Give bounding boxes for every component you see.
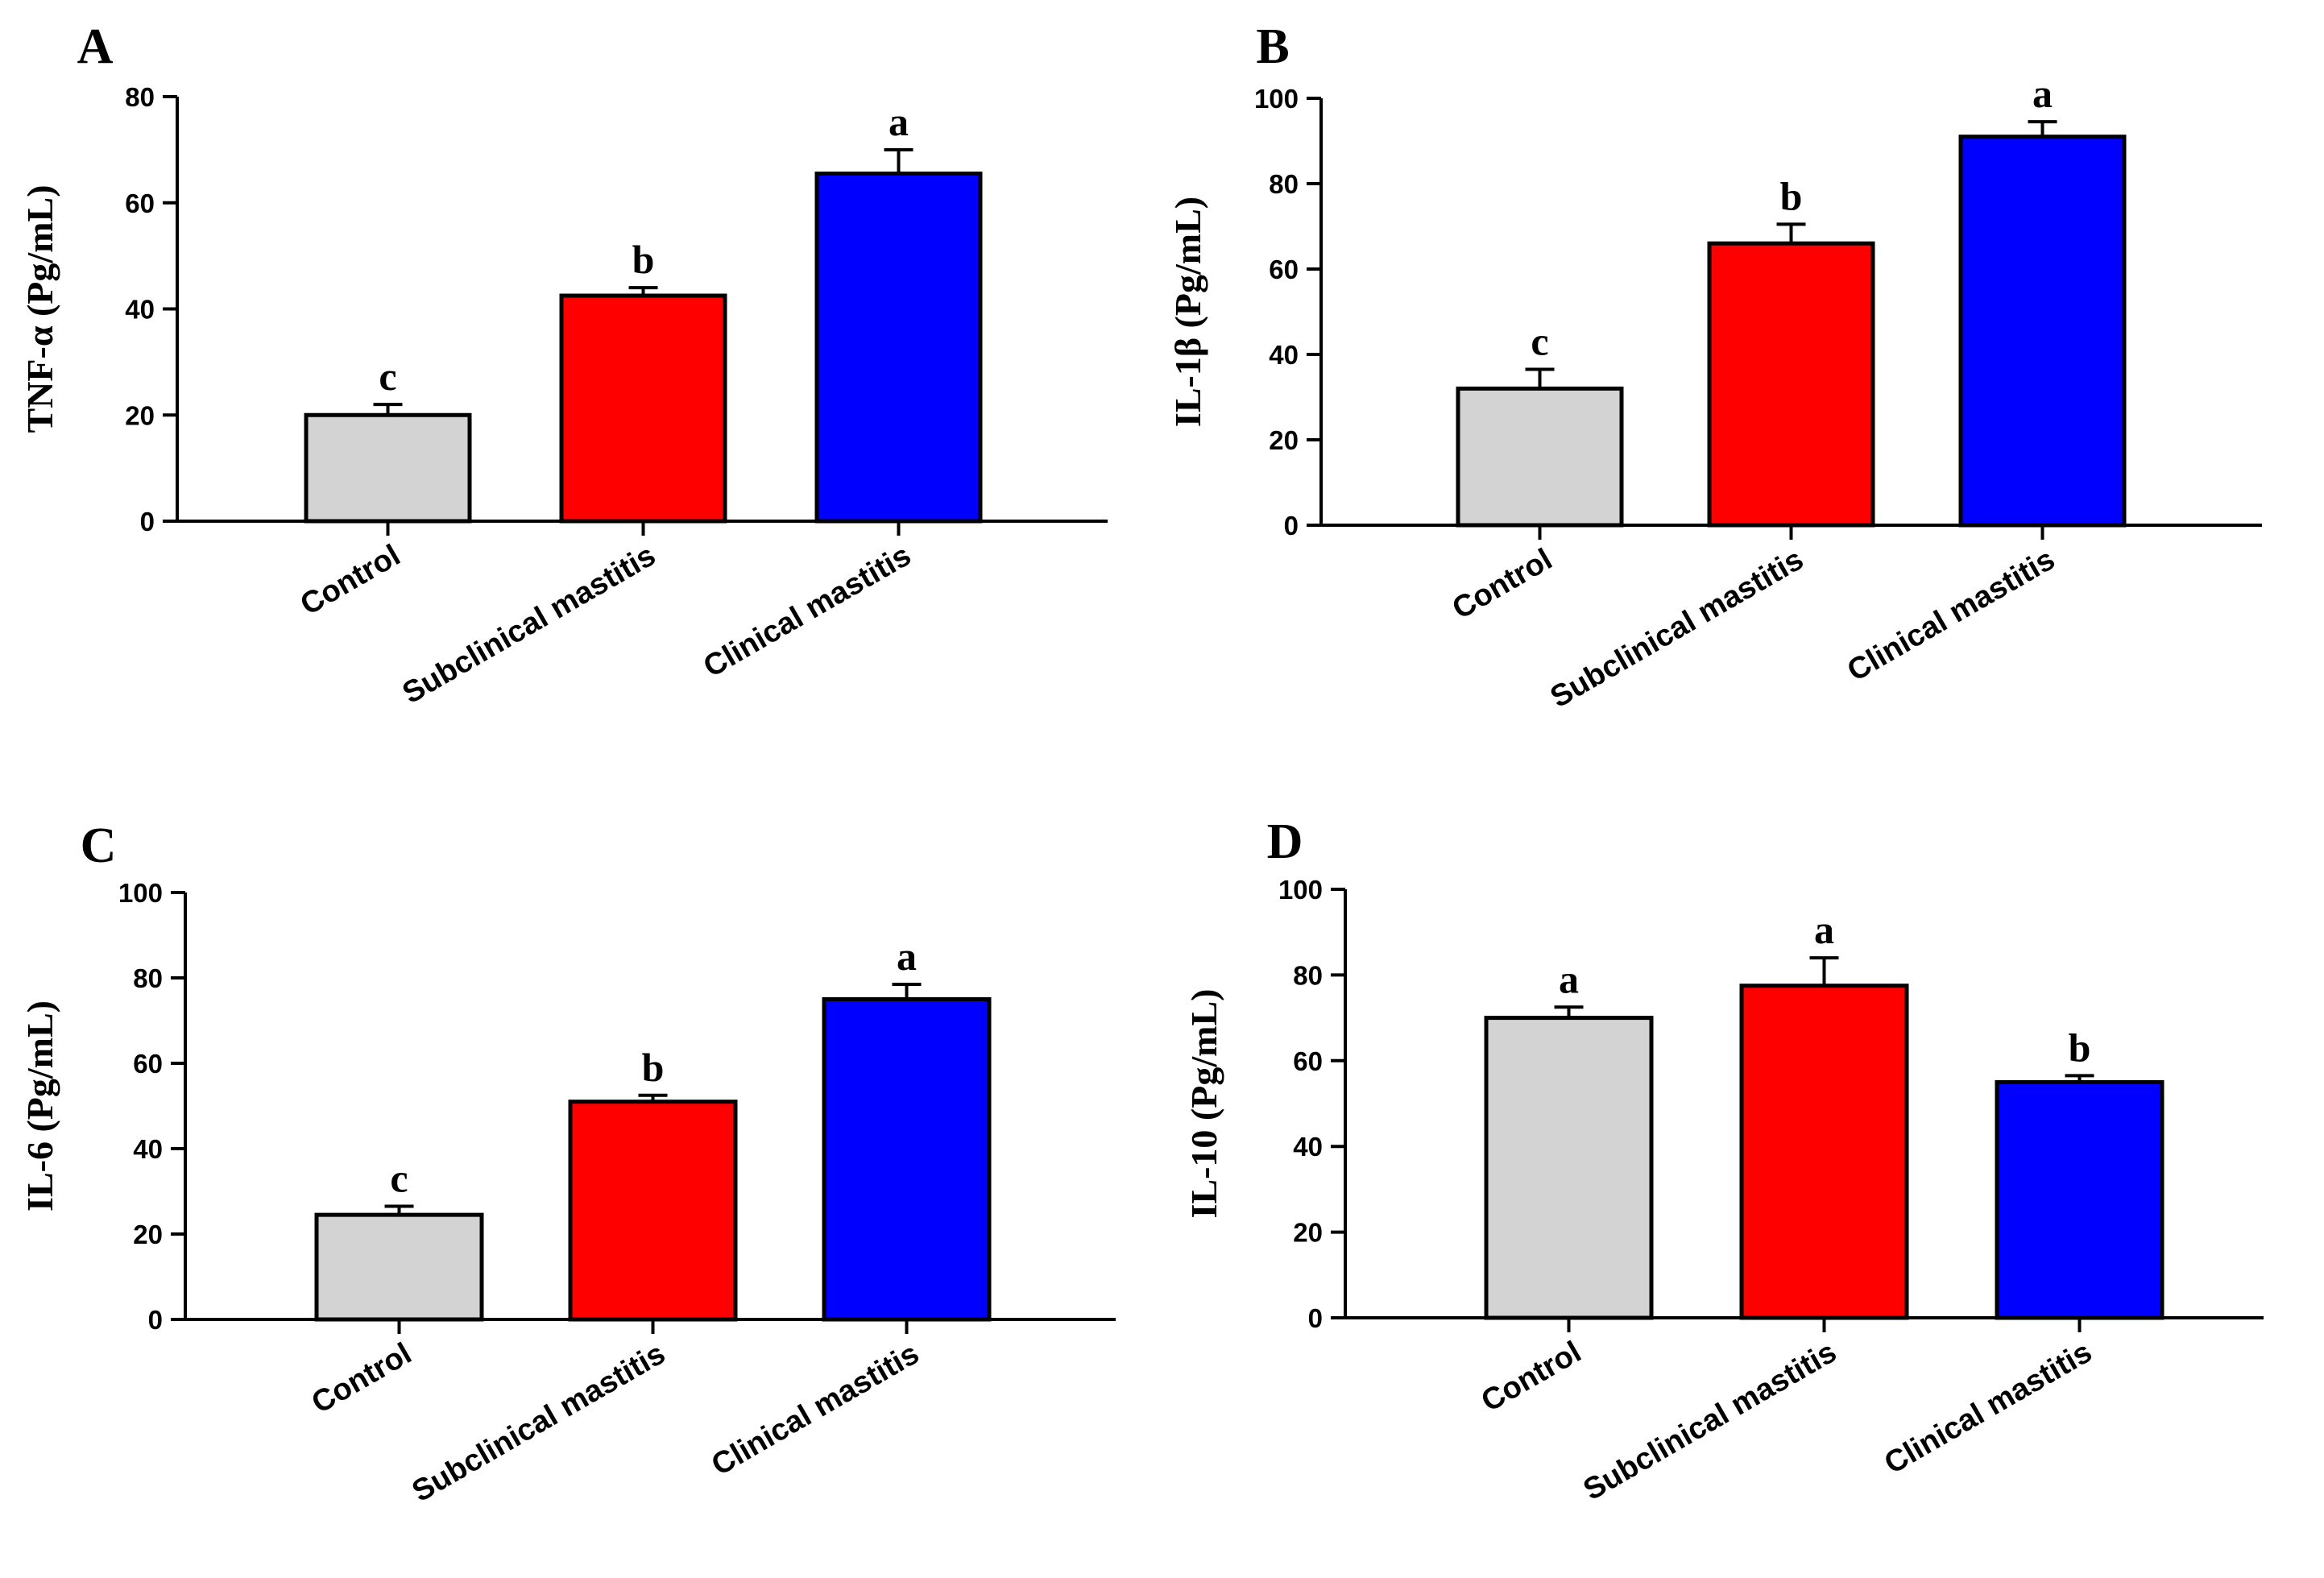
bar xyxy=(1456,386,1624,528)
y-tick-label: 60 xyxy=(1293,1046,1323,1076)
significance-letter: a xyxy=(889,99,909,144)
bar xyxy=(314,1212,484,1322)
y-tick-label: 40 xyxy=(1293,1132,1323,1162)
bar xyxy=(1707,241,1875,528)
bar xyxy=(1995,1079,2165,1320)
significance-letter: b xyxy=(1780,173,1803,218)
y-axis-label: IL-10 (Pg/mL) xyxy=(1183,989,1224,1219)
significance-letter: c xyxy=(390,1156,408,1201)
y-tick-label: 100 xyxy=(1278,875,1323,905)
bar xyxy=(304,412,472,524)
y-tick-label: 60 xyxy=(133,1049,163,1079)
significance-letter: b xyxy=(632,237,655,282)
significance-letter: b xyxy=(642,1045,665,1090)
y-tick-label: 20 xyxy=(133,1220,163,1249)
y-axis-label: TNF-α (Pg/mL) xyxy=(19,184,60,433)
significance-letter: a xyxy=(2032,71,2053,116)
significance-letter: b xyxy=(2069,1025,2091,1070)
y-tick-label: 40 xyxy=(125,295,155,325)
significance-letter: c xyxy=(379,354,396,399)
bar xyxy=(814,172,983,524)
y-tick-label: 60 xyxy=(125,188,155,218)
panel-letter: C xyxy=(81,818,117,873)
y-tick-label: 100 xyxy=(118,878,163,908)
bar xyxy=(1484,1016,1654,1320)
y-tick-label: 0 xyxy=(1284,511,1299,540)
y-tick-label: 80 xyxy=(1269,169,1299,199)
y-tick-label: 20 xyxy=(1293,1218,1323,1248)
y-tick-label: 80 xyxy=(133,963,163,993)
y-axis-label: IL-1β (Pg/mL) xyxy=(1167,197,1208,427)
y-tick-label: 80 xyxy=(125,82,155,112)
y-tick-label: 0 xyxy=(1308,1303,1323,1333)
significance-letter: a xyxy=(897,934,917,979)
panel-letter: B xyxy=(1256,19,1289,74)
bar xyxy=(568,1100,738,1322)
y-tick-label: 40 xyxy=(133,1134,163,1164)
significance-letter: c xyxy=(1531,319,1548,364)
panel-letter: A xyxy=(77,19,114,74)
y-tick-label: 100 xyxy=(1254,84,1299,114)
y-tick-label: 40 xyxy=(1269,340,1299,370)
significance-letter: a xyxy=(1814,907,1834,952)
significance-letter: a xyxy=(1559,956,1579,1001)
bar xyxy=(1739,984,1909,1320)
bar xyxy=(822,997,992,1322)
y-tick-label: 60 xyxy=(1269,255,1299,284)
bar xyxy=(559,293,727,524)
y-tick-label: 20 xyxy=(1269,425,1299,455)
y-axis-label: IL-6 (Pg/mL) xyxy=(19,1000,60,1211)
y-tick-label: 0 xyxy=(148,1305,163,1335)
bar xyxy=(1958,135,2127,528)
y-tick-label: 0 xyxy=(140,507,155,536)
panel-letter: D xyxy=(1267,814,1303,869)
y-tick-label: 80 xyxy=(1293,960,1323,990)
y-tick-label: 20 xyxy=(125,400,155,430)
